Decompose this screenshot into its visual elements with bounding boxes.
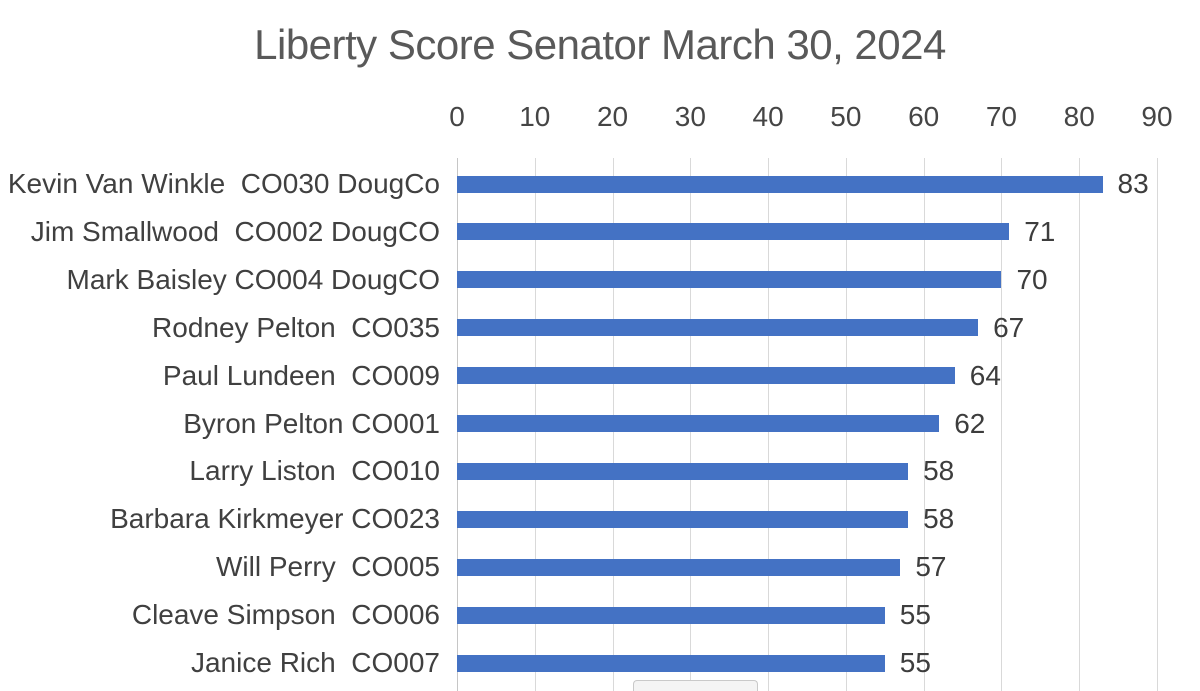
bar <box>457 558 901 576</box>
category-label: Mark Baisley CO004 DougCO <box>66 263 440 295</box>
x-axis-tick-label: 10 <box>519 101 551 132</box>
x-gridline <box>1001 158 1003 691</box>
bar <box>457 175 1103 193</box>
category-label: Cleave Simpson CO006 <box>131 599 440 631</box>
bar <box>457 606 885 624</box>
x-axis-tick-label: 40 <box>752 101 784 132</box>
category-label: Larry Liston CO010 <box>189 455 440 487</box>
category-label: Rodney Pelton CO035 <box>152 311 440 343</box>
category-label: Jim Smallwood CO002 DougCO <box>30 215 440 247</box>
x-axis-tick-label: 90 <box>1141 101 1173 132</box>
category-label: Janice Rich CO007 <box>190 647 440 678</box>
value-label: 55 <box>899 647 931 678</box>
x-axis-tick-label: 50 <box>830 101 862 132</box>
bar <box>457 223 1010 241</box>
value-label: 67 <box>993 311 1025 343</box>
category-label: Kevin Van Winkle CO030 DougCo <box>7 168 440 199</box>
bar <box>457 462 909 480</box>
category-label: Barbara Kirkmeyer CO023 <box>110 503 440 535</box>
x-gridline <box>1079 158 1081 691</box>
partial-tooltip-box <box>633 680 758 691</box>
value-label: 83 <box>1117 168 1149 199</box>
x-axis-tick-label: 30 <box>674 101 706 132</box>
value-label: 57 <box>915 551 947 583</box>
bar <box>457 319 979 337</box>
chart-title: Liberty Score Senator March 30, 2024 <box>254 21 946 68</box>
value-label: 70 <box>1016 263 1048 295</box>
bar <box>457 415 940 432</box>
x-axis-tick-label: 70 <box>985 101 1018 132</box>
x-axis-tick-label: 0 <box>449 101 465 132</box>
value-label: 62 <box>954 407 986 439</box>
x-axis-tick-label: 80 <box>1063 101 1095 132</box>
value-label: 58 <box>923 503 955 535</box>
value-label: 64 <box>969 359 1001 391</box>
bar <box>457 367 955 385</box>
value-label: 71 <box>1024 215 1056 247</box>
value-label: 58 <box>923 455 955 487</box>
x-axis-tick-label: 20 <box>596 101 629 132</box>
category-label: Paul Lundeen CO009 <box>162 359 440 391</box>
x-axis-tick-label: 60 <box>908 101 940 132</box>
category-label: Will Perry CO005 <box>215 551 440 583</box>
x-gridline <box>1157 158 1158 691</box>
bar <box>457 510 909 528</box>
bar <box>457 654 885 672</box>
category-label: Byron Pelton CO001 <box>183 407 440 439</box>
bar <box>457 271 1002 289</box>
value-label: 55 <box>899 599 931 631</box>
